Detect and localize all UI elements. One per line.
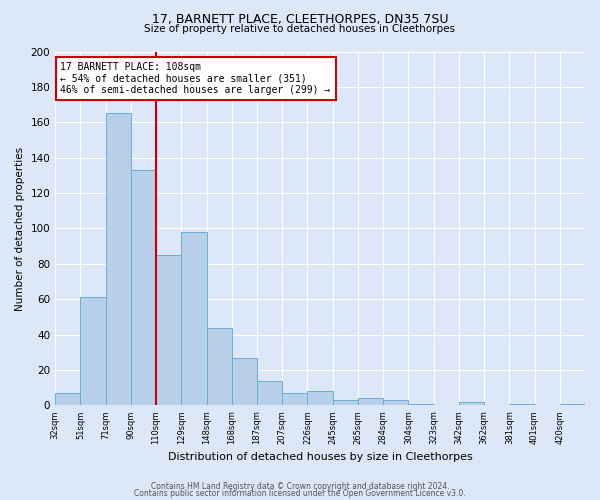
Bar [459, 402, 484, 406]
Bar [509, 404, 535, 406]
Bar [206, 328, 232, 406]
Bar [257, 380, 282, 406]
X-axis label: Distribution of detached houses by size in Cleethorpes: Distribution of detached houses by size … [168, 452, 472, 462]
Bar [232, 358, 257, 406]
Bar [131, 170, 156, 406]
Text: 17, BARNETT PLACE, CLEETHORPES, DN35 7SU: 17, BARNETT PLACE, CLEETHORPES, DN35 7SU [152, 12, 448, 26]
Bar [80, 298, 106, 406]
Bar [409, 404, 434, 406]
Bar [55, 393, 80, 406]
Bar [106, 114, 131, 406]
Text: Contains public sector information licensed under the Open Government Licence v3: Contains public sector information licen… [134, 490, 466, 498]
Bar [282, 393, 307, 406]
Text: 17 BARNETT PLACE: 108sqm
← 54% of detached houses are smaller (351)
46% of semi-: 17 BARNETT PLACE: 108sqm ← 54% of detach… [61, 62, 331, 96]
Text: Contains HM Land Registry data © Crown copyright and database right 2024.: Contains HM Land Registry data © Crown c… [151, 482, 449, 491]
Bar [383, 400, 409, 406]
Bar [358, 398, 383, 406]
Bar [560, 404, 585, 406]
Y-axis label: Number of detached properties: Number of detached properties [15, 146, 25, 310]
Text: Size of property relative to detached houses in Cleethorpes: Size of property relative to detached ho… [145, 24, 455, 34]
Bar [307, 392, 332, 406]
Bar [181, 232, 206, 406]
Bar [332, 400, 358, 406]
Bar [156, 255, 181, 406]
